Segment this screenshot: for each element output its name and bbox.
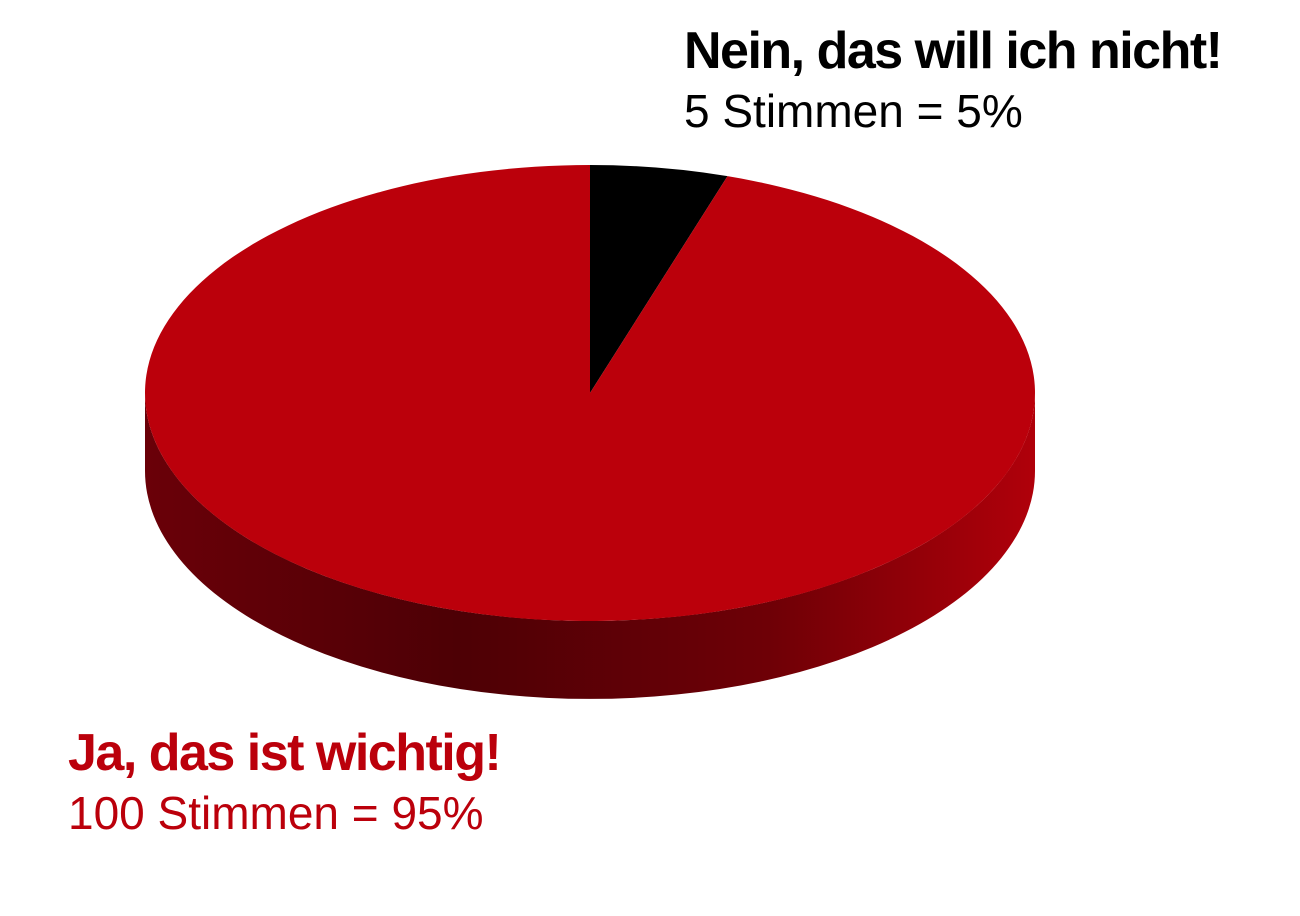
slice-yes-title: Ja, das ist wichtig! xyxy=(68,724,502,782)
pie-side xyxy=(145,393,1035,699)
slice-yes-value: 100 Stimmen = 95% xyxy=(68,787,484,839)
pie-side-wall xyxy=(145,393,1035,699)
pie-slice-yes xyxy=(144,165,1036,622)
legend-label-yes: Ja, das ist wichtig! 100 Stimmen = 95% xyxy=(68,722,502,842)
slice-no-title: Nein, das will ich nicht! xyxy=(684,22,1223,80)
legend-label-no: Nein, das will ich nicht! 5 Stimmen = 5% xyxy=(684,20,1223,140)
slice-no-value: 5 Stimmen = 5% xyxy=(684,85,1023,137)
pie-slice-no xyxy=(590,165,728,393)
pie-top xyxy=(144,165,1036,622)
